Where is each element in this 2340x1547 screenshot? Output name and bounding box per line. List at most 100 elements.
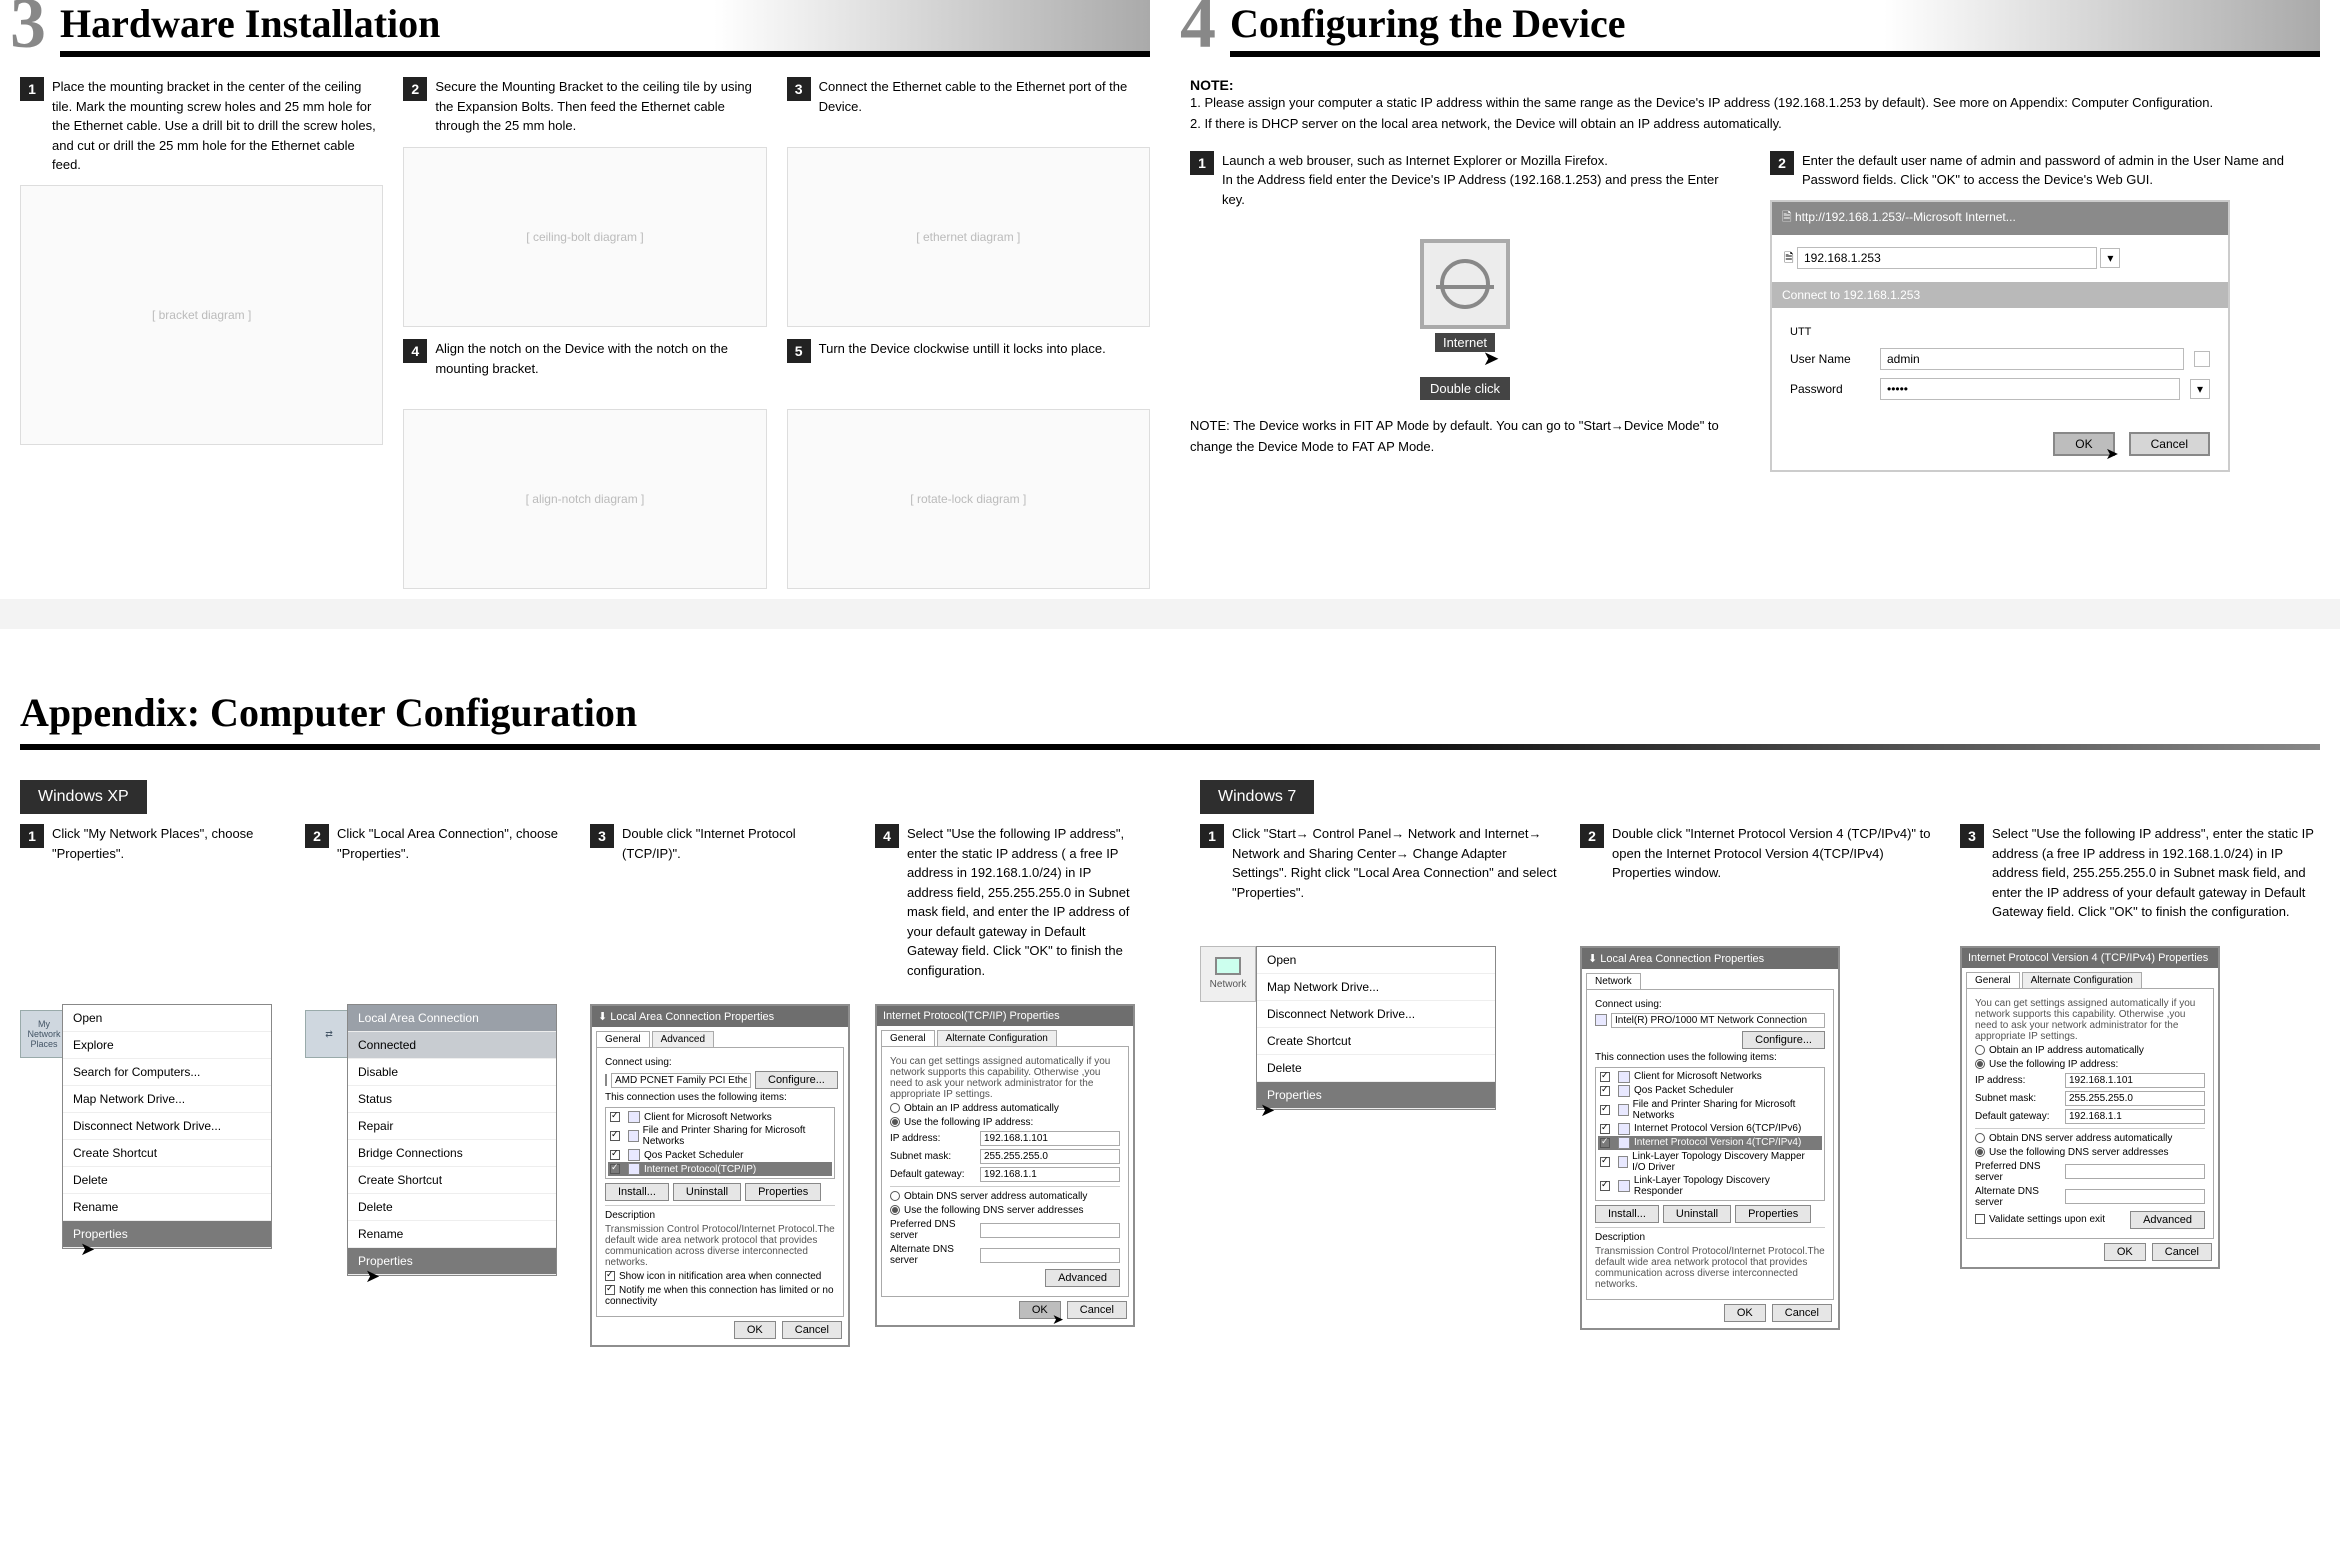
- my-network-places-icon[interactable]: My Network Places: [20, 1010, 68, 1058]
- uninstall-button[interactable]: Uninstall: [673, 1183, 741, 1201]
- checkbox-icon[interactable]: [610, 1150, 620, 1160]
- checkbox-icon[interactable]: [1600, 1157, 1610, 1167]
- validate-checkbox[interactable]: [1975, 1214, 1985, 1224]
- checkbox-icon[interactable]: [1600, 1072, 1610, 1082]
- tab-network[interactable]: Network: [1586, 973, 1641, 989]
- menu-item[interactable]: Disable: [348, 1059, 556, 1086]
- radio-use-ip[interactable]: [890, 1117, 900, 1127]
- menu-item[interactable]: Rename: [63, 1194, 271, 1221]
- mask-input[interactable]: [2065, 1091, 2205, 1106]
- lac-icon[interactable]: ⇄: [305, 1010, 353, 1058]
- pdns-input[interactable]: [980, 1223, 1120, 1238]
- username-input[interactable]: [1880, 348, 2184, 370]
- list-item[interactable]: File and Printer Sharing for Microsoft N…: [1598, 1098, 1822, 1122]
- tab-general[interactable]: General: [596, 1031, 650, 1047]
- menu-item[interactable]: Create Shortcut: [63, 1140, 271, 1167]
- checkbox-icon[interactable]: [1600, 1138, 1610, 1148]
- list-item[interactable]: Client for Microsoft Networks: [1598, 1070, 1822, 1084]
- ip-input[interactable]: [2065, 1073, 2205, 1088]
- menu-item[interactable]: Delete: [1257, 1055, 1495, 1082]
- checkbox-icon[interactable]: [1600, 1086, 1610, 1096]
- checkbox-icon[interactable]: [1600, 1181, 1610, 1191]
- menu-item[interactable]: Map Network Drive...: [63, 1086, 271, 1113]
- address-input[interactable]: [1797, 247, 2097, 269]
- uninstall-button[interactable]: Uninstall: [1663, 1205, 1731, 1223]
- ip-input[interactable]: [980, 1131, 1120, 1146]
- adns-input[interactable]: [2065, 1189, 2205, 1204]
- list-item-label: Client for Microsoft Networks: [1634, 1071, 1762, 1082]
- menu-item[interactable]: Map Network Drive...: [1257, 974, 1495, 1001]
- menu-item[interactable]: Search for Computers...: [63, 1059, 271, 1086]
- gw-input[interactable]: [2065, 1109, 2205, 1124]
- advanced-button[interactable]: Advanced: [1045, 1269, 1120, 1287]
- cancel-button[interactable]: Cancel: [1772, 1304, 1832, 1322]
- menu-item[interactable]: Bridge Connections: [348, 1140, 556, 1167]
- tab-altcfg[interactable]: Alternate Configuration: [937, 1030, 1057, 1046]
- checkbox-icon[interactable]: [605, 1285, 615, 1295]
- radio-obtain-dns[interactable]: [1975, 1133, 1985, 1143]
- list-item[interactable]: File and Printer Sharing for Microsoft N…: [608, 1124, 832, 1148]
- checkbox-icon[interactable]: [1600, 1124, 1610, 1134]
- radio-obtain-ip[interactable]: [1975, 1045, 1985, 1055]
- network-icon[interactable]: Network: [1200, 946, 1256, 1002]
- menu-item[interactable]: Delete: [63, 1167, 271, 1194]
- menu-item[interactable]: Status: [348, 1086, 556, 1113]
- install-button[interactable]: Install...: [1595, 1205, 1659, 1223]
- install-button[interactable]: Install...: [605, 1183, 669, 1201]
- menu-item[interactable]: Open: [1257, 947, 1495, 974]
- radio-use-dns[interactable]: [890, 1205, 900, 1215]
- radio-obtain-dns[interactable]: [890, 1191, 900, 1201]
- dropdown-icon[interactable]: ▾: [2190, 379, 2210, 399]
- list-item[interactable]: Client for Microsoft Networks: [608, 1110, 832, 1124]
- advanced-button[interactable]: Advanced: [2130, 1211, 2205, 1229]
- tab-altcfg[interactable]: Alternate Configuration: [2022, 972, 2142, 988]
- remember-checkbox[interactable]: [2194, 351, 2210, 367]
- list-item[interactable]: Qos Packet Scheduler: [1598, 1084, 1822, 1098]
- tab-general[interactable]: General: [881, 1030, 935, 1046]
- menu-item[interactable]: Disconnect Network Drive...: [63, 1113, 271, 1140]
- ok-button[interactable]: OK: [1724, 1304, 1766, 1322]
- cancel-button[interactable]: Cancel: [2152, 1243, 2212, 1261]
- checkbox-icon[interactable]: [610, 1131, 620, 1141]
- ok-button[interactable]: OK: [734, 1321, 776, 1339]
- list-item[interactable]: Internet Protocol Version 6(TCP/IPv6): [1598, 1122, 1822, 1136]
- adns-input[interactable]: [980, 1248, 1120, 1263]
- menu-item[interactable]: Rename: [348, 1221, 556, 1248]
- configure-button[interactable]: Configure...: [755, 1071, 838, 1089]
- radio-use-ip[interactable]: [1975, 1059, 1985, 1069]
- checkbox-icon[interactable]: [610, 1164, 620, 1174]
- menu-item[interactable]: Explore: [63, 1032, 271, 1059]
- list-item[interactable]: Qos Packet Scheduler: [608, 1148, 832, 1162]
- ok-button[interactable]: OK➤: [1019, 1301, 1061, 1319]
- tab-advanced[interactable]: Advanced: [652, 1031, 714, 1047]
- cancel-button[interactable]: Cancel: [2129, 432, 2210, 456]
- password-input[interactable]: [1880, 378, 2180, 400]
- pdns-input[interactable]: [2065, 1164, 2205, 1179]
- menu-item[interactable]: Open: [63, 1005, 271, 1032]
- configure-button[interactable]: Configure...: [1742, 1031, 1825, 1049]
- mask-input[interactable]: [980, 1149, 1120, 1164]
- cancel-button[interactable]: Cancel: [1067, 1301, 1127, 1319]
- menu-item[interactable]: Disconnect Network Drive...: [1257, 1001, 1495, 1028]
- list-item-tcpipv4[interactable]: Internet Protocol Version 4(TCP/IPv4): [1598, 1136, 1822, 1150]
- ok-button[interactable]: OK➤: [2053, 432, 2114, 456]
- menu-item[interactable]: Repair: [348, 1113, 556, 1140]
- list-item[interactable]: Link-Layer Topology Discovery Responder: [1598, 1174, 1822, 1198]
- dropdown-icon[interactable]: ▾: [2100, 248, 2120, 268]
- radio-use-dns[interactable]: [1975, 1147, 1985, 1157]
- radio-obtain-ip[interactable]: [890, 1103, 900, 1113]
- tab-general[interactable]: General: [1966, 972, 2020, 988]
- gw-input[interactable]: [980, 1167, 1120, 1182]
- menu-item[interactable]: Create Shortcut: [348, 1167, 556, 1194]
- ok-button[interactable]: OK: [2104, 1243, 2146, 1261]
- login-titlebar-text: http://192.168.1.253/--Microsoft Interne…: [1795, 210, 2016, 224]
- properties-button[interactable]: Properties: [1735, 1205, 1811, 1223]
- list-item-tcpip[interactable]: Internet Protocol(TCP/IP): [608, 1162, 832, 1176]
- cancel-button[interactable]: Cancel: [782, 1321, 842, 1339]
- ie-icon[interactable]: [1420, 239, 1510, 329]
- checkbox-icon[interactable]: [610, 1112, 620, 1122]
- menu-item[interactable]: Delete: [348, 1194, 556, 1221]
- properties-button[interactable]: Properties: [745, 1183, 821, 1201]
- list-item[interactable]: Link-Layer Topology Discovery Mapper I/O…: [1598, 1150, 1822, 1174]
- menu-item[interactable]: Create Shortcut: [1257, 1028, 1495, 1055]
